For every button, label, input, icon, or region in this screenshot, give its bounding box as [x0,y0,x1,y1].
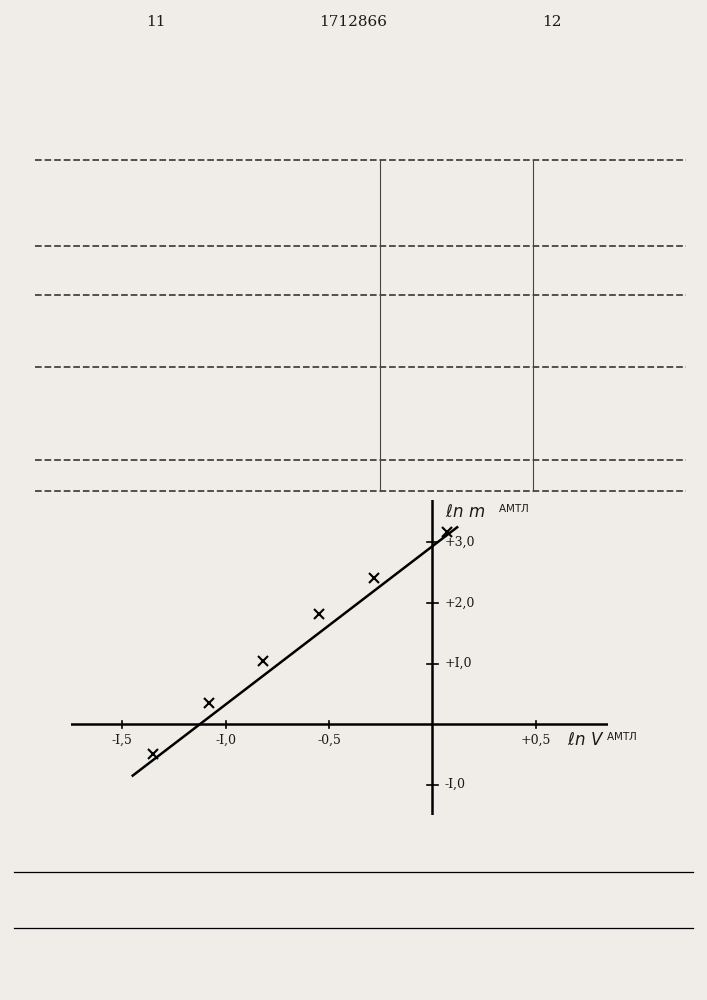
Text: 1712866: 1712866 [320,15,387,29]
Text: +0,5: +0,5 [520,734,551,747]
Text: $\mathregular{АМТЛ}$: $\mathregular{АМТЛ}$ [498,502,530,514]
Text: +3,0: +3,0 [445,536,475,549]
Text: -I,5: -I,5 [112,734,133,747]
Text: -I,0: -I,0 [215,734,236,747]
Text: +I,0: +I,0 [445,657,472,670]
Text: $\mathregular{АМТЛ}$: $\mathregular{АМТЛ}$ [606,730,637,742]
Text: -0,5: -0,5 [317,734,341,747]
Text: -I,0: -I,0 [445,778,466,791]
Text: 12: 12 [542,15,561,29]
Text: $\ell n\ m$: $\ell n\ m$ [445,503,485,521]
Text: +2,0: +2,0 [445,596,475,609]
Text: $\ell n\ V$: $\ell n\ V$ [566,731,604,749]
Text: 11: 11 [146,15,165,29]
